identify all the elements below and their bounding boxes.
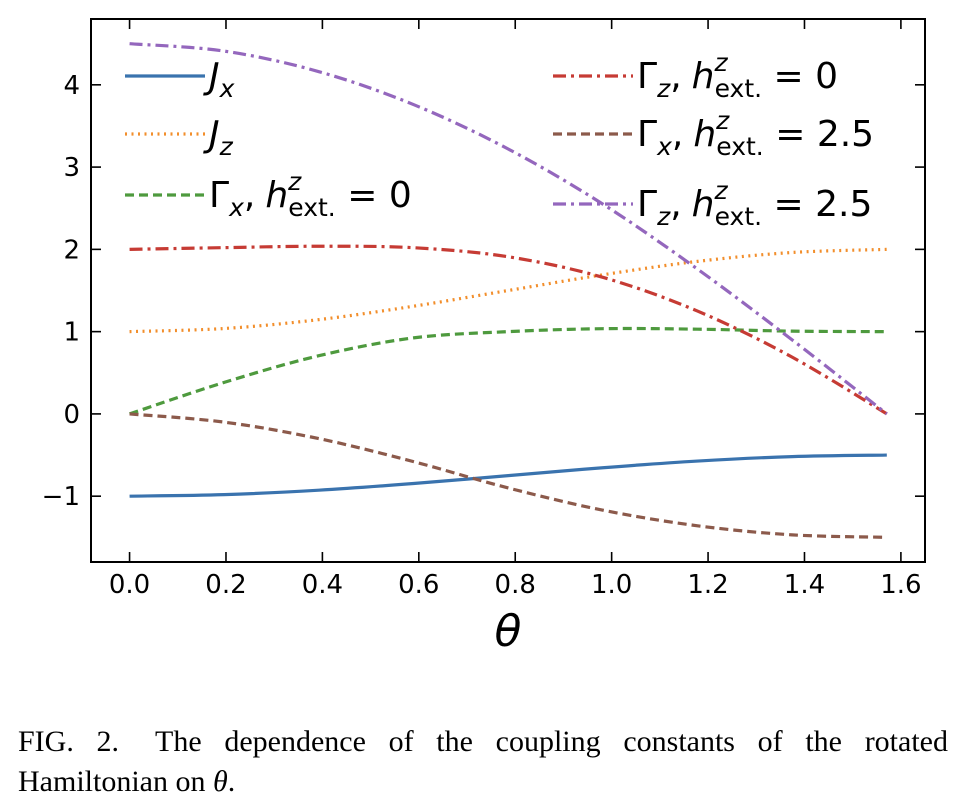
legend-label-2: Jz (203, 114, 234, 161)
legend-label-1: Jx (203, 56, 235, 103)
x-tick-label-8: 1.6 (880, 570, 921, 600)
x-tick-label-2: 0.4 (302, 570, 343, 600)
figure-caption: FIG. 2. The dependence of the coupling co… (18, 722, 948, 802)
y-tick-label-5: 4 (63, 71, 80, 101)
legend-label-5: Γx, hz ext. = 2.5 (637, 106, 874, 161)
series-line-1 (129, 453, 887, 498)
y-tick-label-3: 2 (63, 235, 80, 265)
y-tick-label-2: 1 (63, 318, 80, 348)
series-line-2 (129, 247, 887, 334)
series-line-3 (129, 326, 887, 416)
x-tick-label-3: 0.6 (398, 570, 439, 600)
legend-label-6: Γz, hz ext. = 2.5 (637, 176, 872, 231)
y-tick-label-4: 3 (63, 153, 80, 183)
x-tick-label-0: 0.0 (109, 570, 150, 600)
legend-label-4: Γz, hz ext. = 0 (637, 48, 838, 103)
series-line-5 (129, 412, 887, 539)
x-tick-label-1: 0.2 (205, 570, 246, 600)
caption-symbol: θ (212, 765, 228, 798)
legend-label-3: Γx, hz ext. = 0 (209, 167, 412, 222)
series-group (129, 42, 888, 539)
y-tick-label-1: 0 (63, 400, 80, 430)
caption-end: . (227, 765, 236, 798)
x-axis-label: θ (495, 606, 522, 657)
x-tick-label-7: 1.4 (784, 570, 825, 600)
y-tick-label-0: −1 (42, 482, 80, 512)
caption-label: FIG. 2. (18, 725, 120, 758)
caption-text: The dependence of the coupling constants… (18, 725, 948, 798)
x-tick-label-5: 1.0 (591, 570, 632, 600)
figure-plot: 0.0 0.2 0.4 0.6 0.8 1.0 1.2 1.4 1.6 −1 0 1 2 3 4 θ Jx Jz Γ… (42, 18, 926, 657)
series-line-6 (129, 42, 888, 416)
x-tick-label-6: 1.2 (687, 570, 728, 600)
x-tick-label-4: 0.8 (495, 570, 536, 600)
axes-frame (90, 18, 926, 563)
series-line-4 (129, 244, 888, 416)
chart-svg: 0.0 0.2 0.4 0.6 0.8 1.0 1.2 1.4 1.6 −1 0 1 2 3 4 θ Jx Jz Γ… (42, 18, 926, 657)
